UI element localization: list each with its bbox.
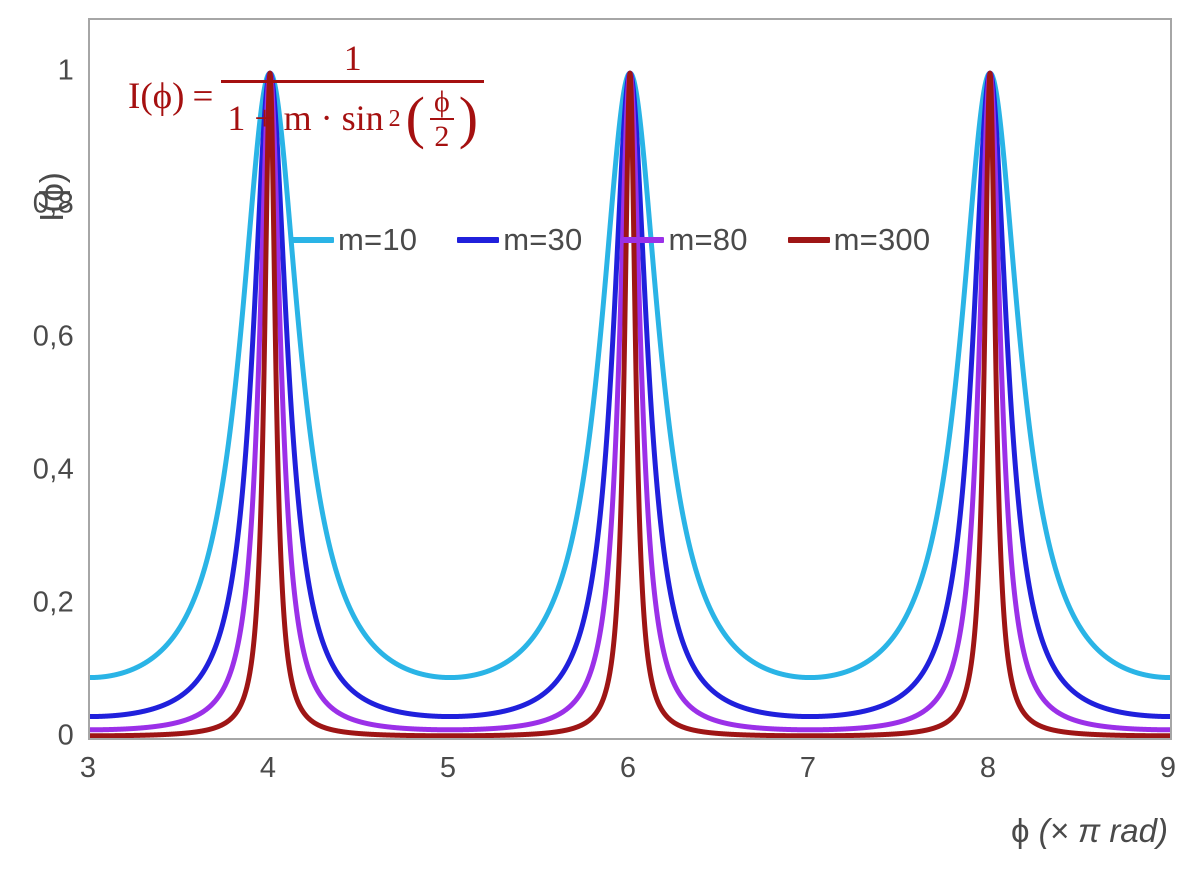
legend-label: m=80 <box>668 222 748 257</box>
x-axis-symbol: ϕ <box>1010 812 1030 849</box>
y-axis-title: I(ϕ) <box>33 172 70 222</box>
legend-item: m=80 <box>622 222 747 258</box>
legend-color-swatch <box>622 237 665 243</box>
x-axis-tick-label: 9 <box>1159 752 1177 784</box>
formula-annotation: I(ϕ) = 1 1 + m · sin 2 ( ϕ 2 ) <box>128 38 485 153</box>
legend-label: m=10 <box>338 222 418 257</box>
legend-label: m=300 <box>833 222 931 257</box>
x-axis-tick-label: 8 <box>979 752 997 784</box>
formula-right-paren: ) <box>458 85 479 151</box>
y-axis-tick-label: 1 <box>57 54 74 87</box>
x-axis-tick-label: 3 <box>79 752 97 784</box>
legend-item: m=10 <box>292 222 417 258</box>
legend-item: m=30 <box>457 222 582 258</box>
curves-svg <box>90 70 1170 738</box>
formula-left-paren: ( <box>405 85 425 151</box>
legend-color-swatch <box>292 237 334 243</box>
formula-inner-fraction-bar <box>429 118 454 121</box>
y-axis-tick-label: 0,2 <box>32 586 74 619</box>
formula-denominator: 1 + m · sin 2 ( ϕ 2 ) <box>221 83 484 153</box>
legend: m=10 m=30 m=80 m=300 <box>292 222 930 258</box>
y-axis-tick-labels: 0 0,2 0,4 0,6 0,8 1 <box>0 0 88 880</box>
formula-inner-numerator: ϕ <box>433 84 450 118</box>
formula-inner-denominator: 2 <box>434 120 450 154</box>
legend-item: m=300 <box>787 222 931 258</box>
formula-fraction-bar <box>221 79 485 83</box>
series-curve <box>90 70 1170 738</box>
formula-exponent: 2 <box>388 105 401 132</box>
y-axis-tick-label: 0 <box>57 719 74 752</box>
x-axis-tick-labels: 3 4 5 6 7 8 9 <box>0 752 1200 796</box>
y-axis-tick-label: 0,8 <box>32 187 74 220</box>
series-curve <box>90 70 1170 733</box>
formula-lhs: I(ϕ) <box>128 75 185 117</box>
legend-label: m=30 <box>503 222 583 257</box>
x-axis-tick-label: 4 <box>259 752 277 784</box>
formula-numerator: 1 <box>343 38 362 78</box>
x-axis-unit: (× π rad) <box>1038 812 1168 849</box>
x-axis-tick-label: 6 <box>619 752 637 784</box>
y-axis-tick-label: 0,6 <box>32 320 74 353</box>
y-axis-tick-label: 0,4 <box>32 453 74 486</box>
formula-denominator-prefix: 1 + m · sin <box>227 98 384 139</box>
formula-inner-fraction: ϕ 2 <box>429 84 454 154</box>
x-axis-tick-label: 5 <box>439 752 457 784</box>
legend-color-swatch <box>457 237 500 243</box>
legend-color-swatch <box>787 237 830 243</box>
formula-equals: = <box>192 75 214 117</box>
series-curve <box>90 70 1170 720</box>
plot-area <box>88 18 1172 740</box>
formula-fraction: 1 1 + m · sin 2 ( ϕ 2 ) <box>221 38 485 153</box>
x-axis-title: ϕ (× π rad) <box>0 812 1168 850</box>
x-axis-tick-label: 7 <box>799 752 817 784</box>
